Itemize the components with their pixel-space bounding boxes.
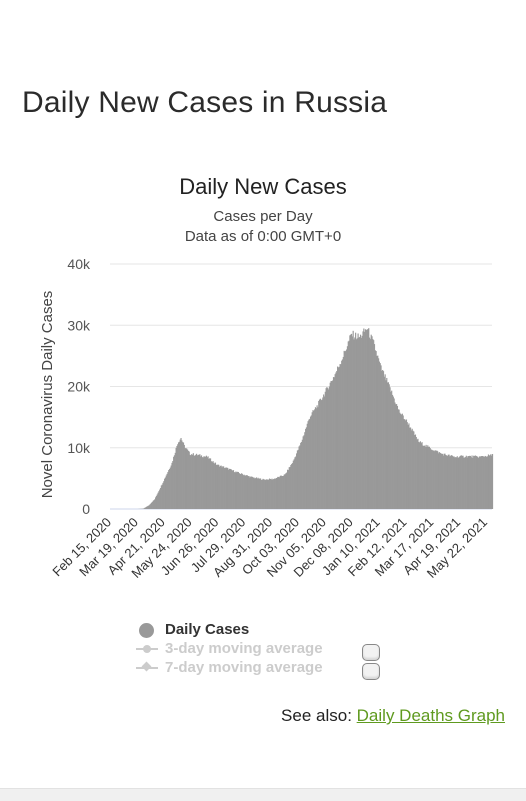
y-tick-label: 40k	[67, 256, 91, 272]
legend-dot-icon	[136, 623, 158, 637]
y-tick-label: 0	[82, 501, 90, 517]
see-also-prefix: See also:	[281, 706, 352, 725]
bar	[492, 454, 493, 509]
toggle-7-day-average[interactable]	[362, 663, 380, 680]
legend-item-3-day-average[interactable]: 3-day moving average	[136, 639, 323, 658]
y-tick-label: 20k	[67, 379, 91, 395]
daily-cases-chart: 0 10k 20k 30k 40k Novel Coronavirus Daily Cas…	[0, 160, 526, 620]
y-tick-label: 30k	[67, 317, 91, 333]
chart-container: Daily New Cases Cases per Day Data as of…	[0, 160, 526, 690]
y-tick-label: 10k	[67, 440, 91, 456]
legend-item-daily-cases[interactable]: Daily Cases	[136, 620, 323, 639]
page-title: Daily New Cases in Russia	[22, 86, 387, 120]
legend-line-diamond-icon	[136, 661, 158, 675]
legend-label: Daily Cases	[165, 621, 249, 638]
legend-label: 3-day moving average	[165, 640, 323, 657]
toggle-3-day-average[interactable]	[362, 644, 380, 661]
legend-line-circle-icon	[136, 642, 158, 656]
see-also: See also: Daily Deaths Graph	[281, 706, 505, 726]
legend-item-7-day-average[interactable]: 7-day moving average	[136, 658, 323, 677]
legend-label: 7-day moving average	[165, 659, 323, 676]
daily-deaths-graph-link[interactable]: Daily Deaths Graph	[357, 706, 505, 725]
y-axis-label: Novel Coronavirus Daily Cases	[39, 291, 56, 499]
bottom-bar	[0, 788, 526, 801]
chart-legend: Daily Cases 3-day moving average 7-day m…	[136, 620, 323, 677]
